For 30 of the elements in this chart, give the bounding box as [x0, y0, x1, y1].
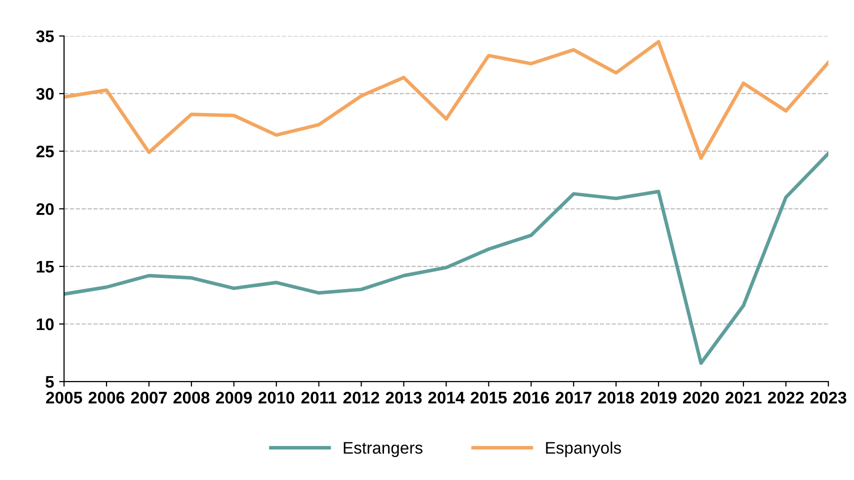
x-tick-label: 2009 — [216, 392, 252, 404]
x-tick-label: 2016 — [513, 392, 550, 404]
y-tick-label: 15 — [36, 260, 54, 273]
line-series — [64, 40, 828, 160]
x-tick-label: 2014 — [428, 392, 465, 404]
x-tick-label: 2006 — [88, 392, 124, 404]
x-tick-label: 2019 — [640, 392, 676, 404]
x-tick-label: 2021 — [725, 392, 762, 404]
x-tick-label: 2007 — [131, 392, 167, 404]
x-tick-label: 2005 — [46, 392, 82, 404]
x-tick-label: 2020 — [683, 392, 719, 404]
y-tick-label: 10 — [36, 318, 54, 330]
x-tick-label: 2013 — [386, 392, 422, 404]
x-tick-label: 2017 — [556, 392, 592, 404]
legend-label: Estrangers — [344, 442, 422, 458]
line-series — [64, 152, 828, 365]
y-tick-label: 30 — [36, 88, 54, 100]
x-tick-label: 2011 — [301, 392, 336, 404]
x-tick-label: 2023 — [810, 392, 846, 404]
x-tick-label: 2015 — [470, 392, 507, 404]
y-tick-label: 35 — [36, 30, 54, 42]
x-tick-label: 2022 — [768, 392, 804, 404]
y-tick-label: 5 — [46, 376, 54, 388]
x-tick-label: 2010 — [258, 392, 294, 404]
x-tick-label: 2012 — [343, 392, 380, 404]
y-tick-label: 25 — [36, 146, 54, 158]
y-tick-label: 20 — [36, 203, 54, 216]
x-tick-label: 2008 — [173, 392, 210, 404]
legend-label: Espanyols — [546, 442, 622, 458]
x-tick-label: 2018 — [598, 392, 634, 404]
